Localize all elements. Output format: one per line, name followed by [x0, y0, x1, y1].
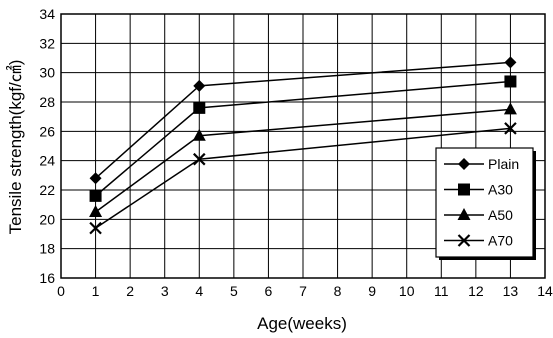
x-tick-label: 3 — [161, 283, 169, 299]
x-tick-label: 6 — [265, 283, 273, 299]
data-point-a30 — [193, 101, 206, 114]
plot-frame — [60, 13, 546, 279]
x-tick-label: 4 — [195, 283, 203, 299]
x-tick-label: 9 — [368, 283, 376, 299]
legend-marker-a30 — [458, 183, 470, 196]
x-tick-label: 14 — [537, 283, 553, 299]
x-tick-label: 1 — [92, 283, 100, 299]
data-point-a30 — [504, 75, 517, 88]
y-tick-label: 16 — [39, 270, 55, 286]
data-point-a70 — [193, 152, 206, 166]
x-tick-label: 10 — [399, 283, 415, 299]
data-point-a30 — [89, 189, 102, 202]
y-tick-label: 22 — [39, 182, 55, 198]
legend-box — [435, 147, 534, 258]
y-tick-label: 30 — [39, 65, 55, 81]
data-point-a50 — [192, 128, 206, 141]
y-tick-label: 32 — [39, 35, 55, 51]
y-tick-label: 26 — [39, 123, 55, 139]
x-marker-stroke — [504, 122, 517, 135]
legend-marker-plain — [458, 158, 470, 170]
y-tick-label: 20 — [39, 211, 55, 227]
x-tick-label: 13 — [503, 283, 519, 299]
x-tick-label: 2 — [126, 283, 134, 299]
x-tick-label: 12 — [468, 283, 484, 299]
data-point-plain — [504, 56, 517, 69]
data-point-a70 — [504, 122, 517, 135]
data-point-plain — [193, 79, 206, 92]
y-tick-label: 24 — [39, 153, 55, 169]
legend-marker-a50 — [457, 208, 471, 220]
x-tick-label: 8 — [334, 283, 342, 299]
x-marker-stroke — [193, 152, 206, 166]
x-marker-stroke — [457, 234, 471, 247]
x-tick-label: 5 — [230, 283, 238, 299]
x-axis-title: Age(weeks) — [257, 314, 347, 333]
y-tick-label: 18 — [39, 241, 55, 257]
legend-marker-a70 — [457, 234, 471, 247]
series — [89, 56, 517, 235]
legend-label-a30: A30 — [488, 182, 513, 198]
x-tick-label: 11 — [434, 283, 449, 299]
data-point-a70 — [89, 221, 102, 235]
legend: Plain A30 A50 A70 — [435, 147, 536, 260]
data-point-plain — [89, 172, 102, 185]
legend-label-a50: A50 — [488, 207, 513, 223]
data-point-a50 — [503, 102, 517, 115]
data-point-a50 — [89, 205, 103, 217]
x-marker-stroke — [89, 221, 102, 235]
x-tick-label: 7 — [299, 283, 307, 299]
x-tick-label: 0 — [57, 283, 65, 299]
y-axis-title: Tensile strength(kgf/㎠) — [6, 60, 25, 235]
y-tick-label: 28 — [39, 94, 55, 110]
legend-label-plain: Plain — [488, 156, 519, 172]
y-tick-label: 34 — [39, 6, 55, 22]
legend-label-a70: A70 — [488, 233, 513, 249]
